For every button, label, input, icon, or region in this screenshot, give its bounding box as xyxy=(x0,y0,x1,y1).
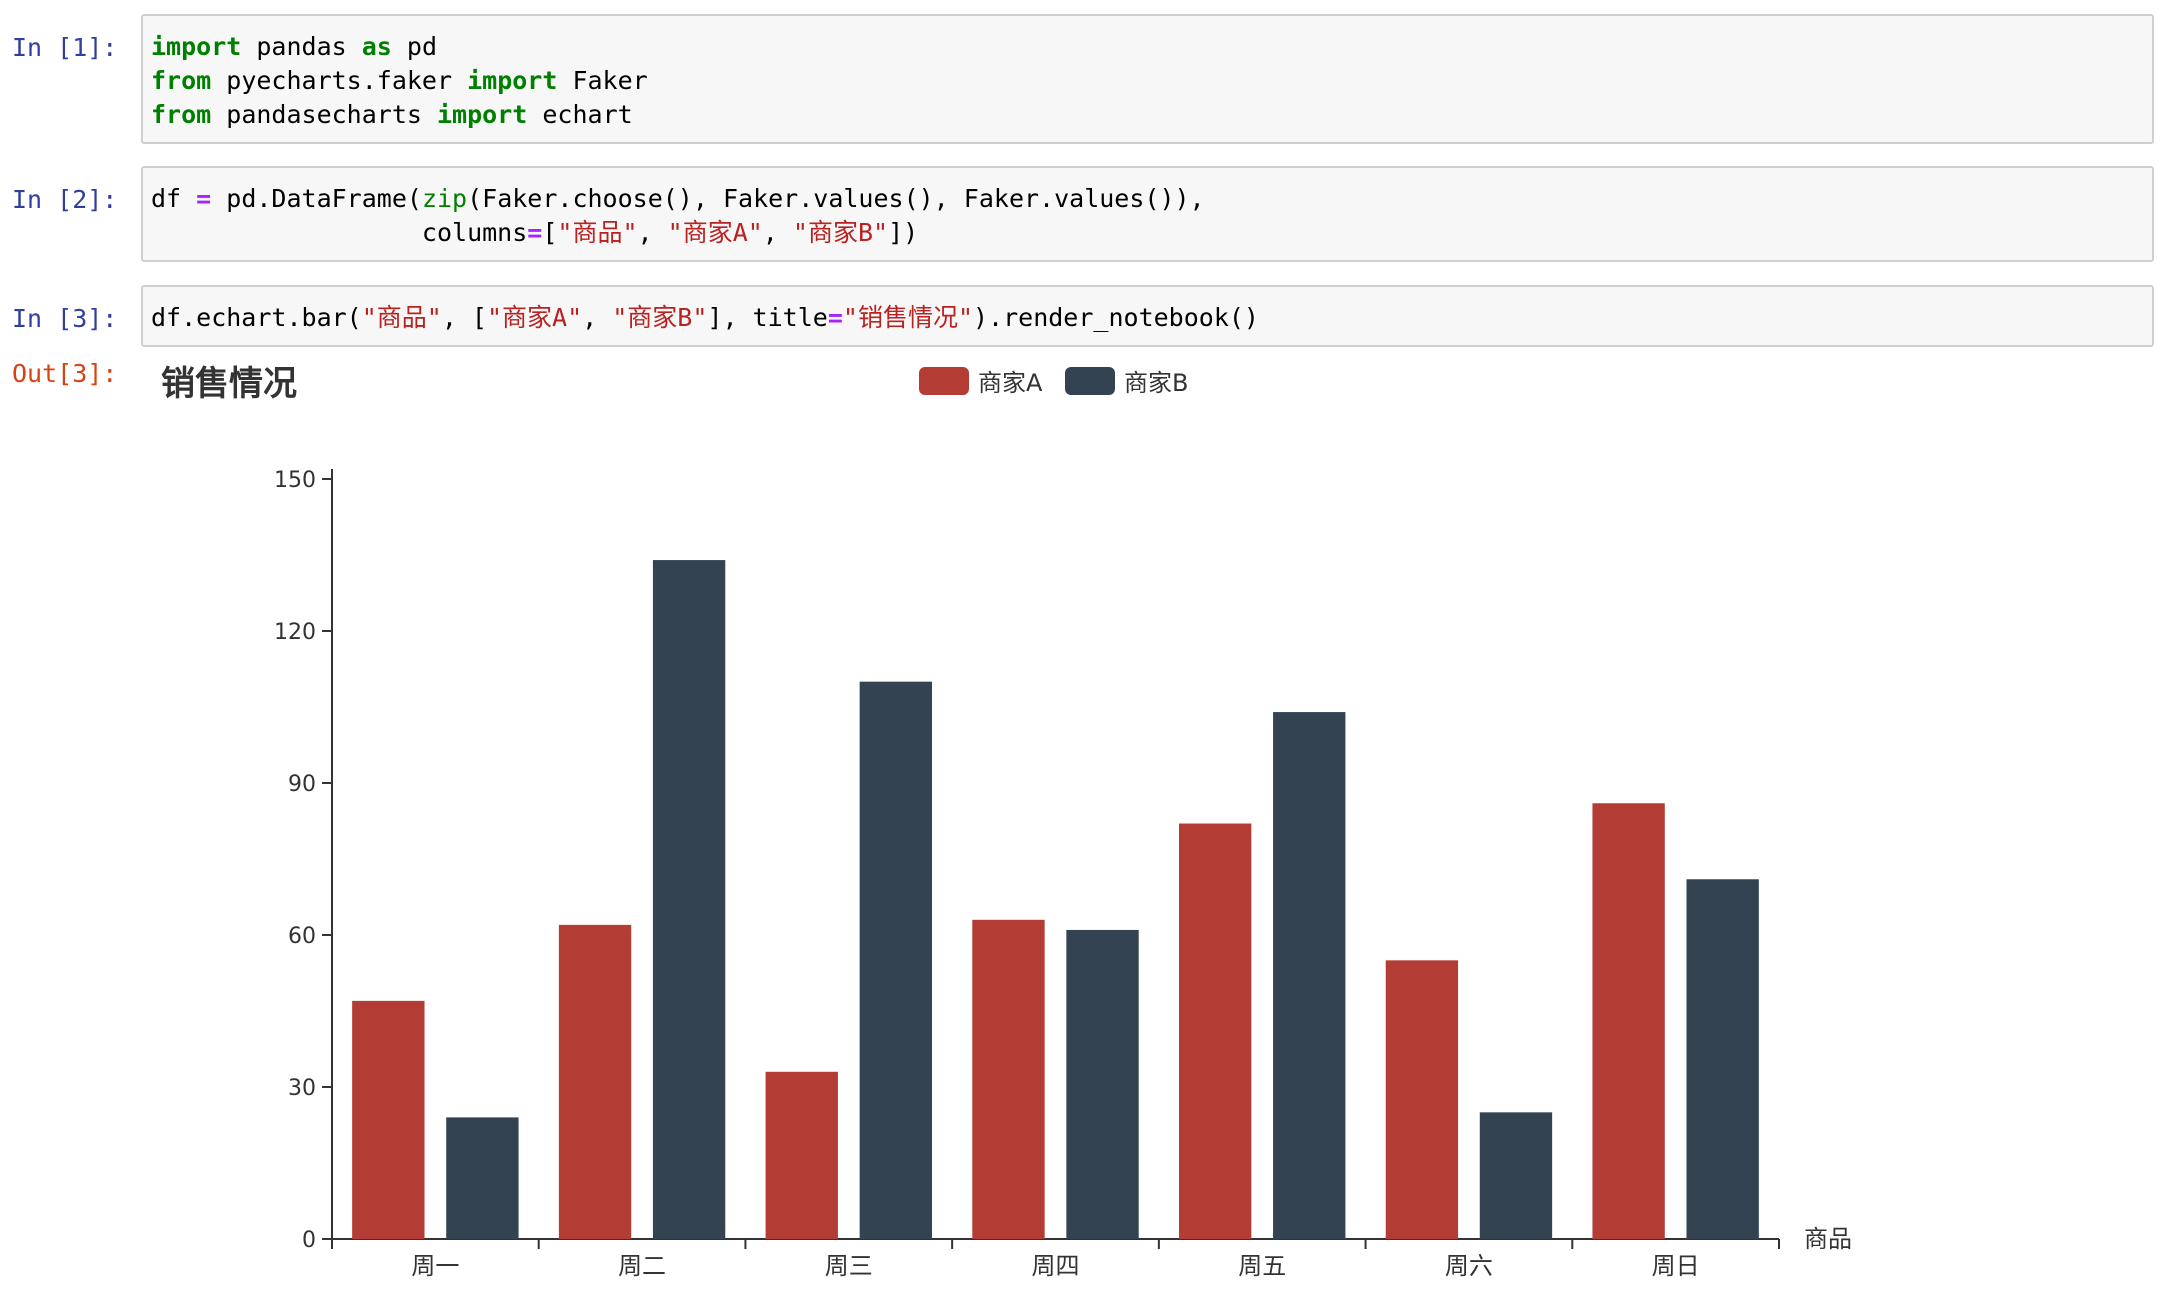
y-tick-label: 90 xyxy=(288,772,316,797)
code-token: pd.DataFrame( xyxy=(211,184,422,213)
bar-merchant-b xyxy=(859,681,932,1239)
x-tick-label: 周一 xyxy=(411,1252,459,1280)
y-tick-label: 0 xyxy=(302,1228,316,1253)
code-token: import xyxy=(467,66,558,95)
legend-swatch xyxy=(1065,367,1115,395)
x-tick-label: 周日 xyxy=(1652,1252,1700,1280)
code-token: echart xyxy=(527,100,633,129)
bar-merchant-a xyxy=(1592,803,1665,1239)
code-token: "商品" xyxy=(361,303,442,332)
x-tick-label: 周五 xyxy=(1238,1252,1286,1280)
x-axis-name: 商品 xyxy=(1804,1225,1852,1253)
code-token: "商家B" xyxy=(792,218,889,247)
code-token: df xyxy=(151,184,197,213)
legend-label: 商家A xyxy=(978,369,1043,397)
code-editor[interactable]: import pandas as pd from pyecharts.faker … xyxy=(141,14,2154,144)
bar-merchant-a xyxy=(1179,823,1252,1239)
bar-merchant-b xyxy=(1066,929,1139,1239)
chart-title: 销售情况 xyxy=(161,364,297,404)
code-token: "商家A" xyxy=(667,218,763,247)
y-tick-label: 150 xyxy=(274,468,316,493)
code-token: , xyxy=(762,218,793,247)
code-token: import xyxy=(437,100,528,129)
code-token: = xyxy=(827,303,843,332)
code-token: [ xyxy=(542,218,558,247)
x-tick-label: 周三 xyxy=(825,1252,873,1280)
code-token: pandasecharts xyxy=(211,100,437,129)
bar-chart: 销售情况 商家A 商家B 0 30 60 90 120 150 周一 周二 周三 周四 周五 周六 周日 商品 xyxy=(161,364,1852,1280)
code-token: import xyxy=(151,32,242,61)
input-prompt: In [1]: xyxy=(12,33,118,62)
bar-merchant-b xyxy=(1479,1112,1553,1239)
code-token: ], title xyxy=(707,303,828,332)
code-token: columns xyxy=(151,218,528,247)
output-prompt: Out[3]: xyxy=(12,359,118,388)
bar-merchant-b xyxy=(446,1117,519,1239)
code-token: "商家B" xyxy=(612,303,708,332)
code-token: pd xyxy=(391,32,437,61)
bar-merchant-b xyxy=(652,560,726,1239)
legend-label: 商家B xyxy=(1124,369,1188,397)
bar-merchant-b xyxy=(1273,712,1346,1239)
x-tick-label: 周六 xyxy=(1445,1252,1493,1280)
y-tick-label: 60 xyxy=(288,924,316,949)
code-line: from pandasecharts import echart xyxy=(151,98,2152,132)
y-tick-label: 120 xyxy=(274,620,316,645)
code-token: pandas xyxy=(241,32,362,61)
code-token: , xyxy=(582,303,613,332)
code-token: from xyxy=(151,66,212,95)
x-tick-label: 周四 xyxy=(1032,1252,1080,1280)
code-token: zip xyxy=(421,184,468,213)
code-line: df = pd.DataFrame(zip(Faker.choose(), Fa… xyxy=(151,182,2152,216)
code-token: pyecharts.faker xyxy=(211,66,468,95)
bar-merchant-b xyxy=(1686,879,1759,1239)
legend-swatch xyxy=(919,367,969,395)
code-line: from pyecharts.faker import Faker xyxy=(151,64,2152,98)
code-token: from xyxy=(151,100,212,129)
input-prompt: In [3]: xyxy=(12,304,118,333)
code-token: (Faker.choose(), Faker.values(), Faker.v… xyxy=(467,184,1205,213)
code-editor[interactable]: df = pd.DataFrame(zip(Faker.choose(), Fa… xyxy=(141,166,2154,262)
bar-merchant-a xyxy=(558,924,632,1239)
code-token: ).render_notebook() xyxy=(973,303,1259,332)
code-line: df.echart.bar("商品", ["商家A", "商家B"], titl… xyxy=(151,301,2152,335)
code-token: ]) xyxy=(888,218,919,247)
code-token: Faker xyxy=(557,66,648,95)
x-tick-label: 周二 xyxy=(618,1252,666,1280)
bar-merchant-a xyxy=(352,1000,425,1239)
output-area: 销售情况 商家A 商家B 0 30 60 90 120 150 周一 周二 周三 周四 周五 周六 周日 商品 xyxy=(141,350,2154,1298)
bar-merchant-a xyxy=(1385,960,1459,1239)
code-token: , [ xyxy=(441,303,487,332)
code-token: = xyxy=(527,218,543,247)
code-token: as xyxy=(361,32,392,61)
code-token: "商家A" xyxy=(486,303,583,332)
bar-merchant-a xyxy=(972,919,1045,1239)
code-token: "商品" xyxy=(557,218,638,247)
code-line: columns=["商品", "商家A", "商家B"]) xyxy=(151,216,2152,250)
code-token: , xyxy=(637,218,668,247)
code-token: "销售情况" xyxy=(842,303,973,332)
code-token: = xyxy=(196,184,212,213)
bar-merchant-a xyxy=(765,1071,838,1239)
code-token: df.echart.bar( xyxy=(151,303,362,332)
y-tick-label: 30 xyxy=(288,1076,316,1101)
code-line: import pandas as pd xyxy=(151,30,2152,64)
input-prompt: In [2]: xyxy=(12,185,118,214)
code-editor[interactable]: df.echart.bar("商品", ["商家A", "商家B"], titl… xyxy=(141,285,2154,347)
